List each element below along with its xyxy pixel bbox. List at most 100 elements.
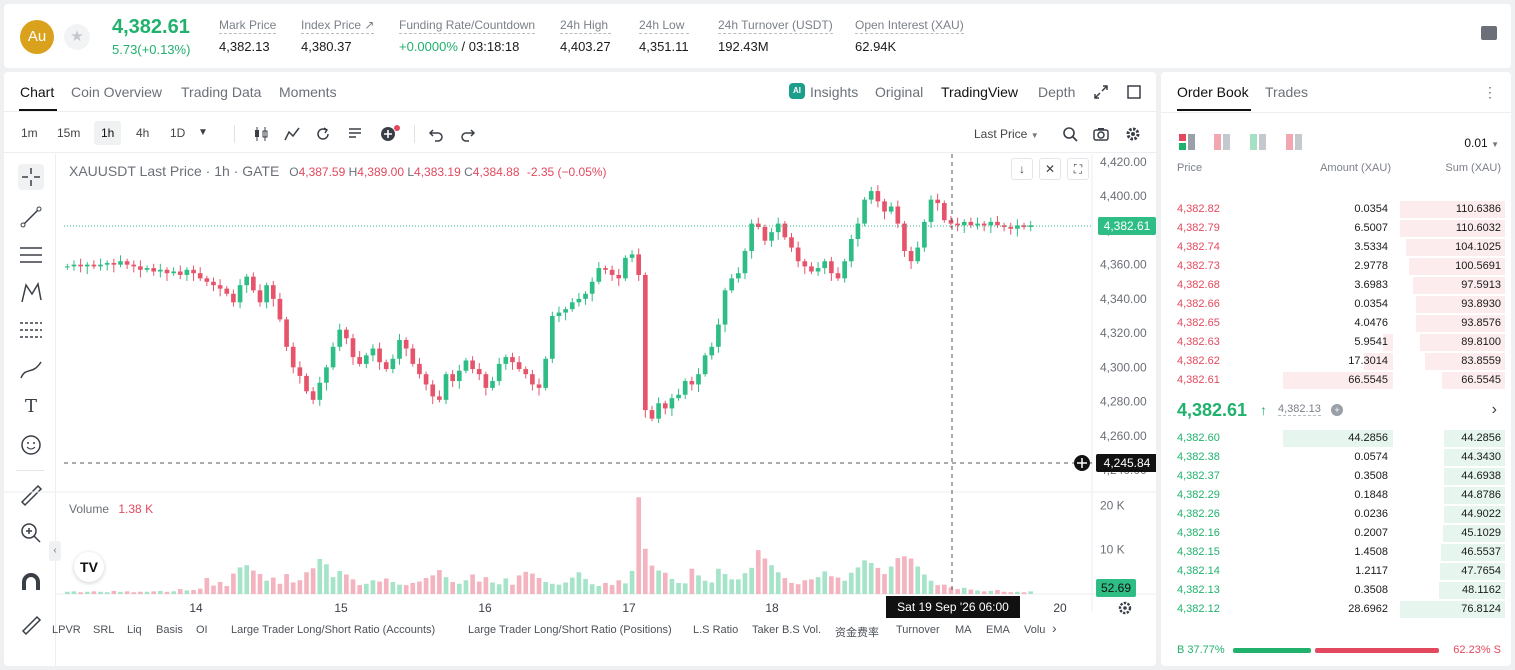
guide-book-icon[interactable]: [1481, 26, 1497, 40]
ask-row[interactable]: 4,382.63 5.9541 89.8100: [1161, 333, 1511, 352]
undo-icon[interactable]: [428, 126, 444, 142]
tab-moments[interactable]: Moments: [279, 84, 337, 100]
ask-row[interactable]: 4,382.74 3.5334 104.1025: [1161, 238, 1511, 257]
bid-row[interactable]: 4,382.14 1.2117 47.7654: [1161, 562, 1511, 581]
tab-order-book[interactable]: Order Book: [1177, 84, 1249, 100]
bid-row[interactable]: 4,382.13 0.3508 48.1162: [1161, 581, 1511, 600]
ask-row[interactable]: 4,382.66 0.0354 93.8930: [1161, 295, 1511, 314]
templates-icon[interactable]: [347, 126, 363, 142]
tab-trading-data[interactable]: Trading Data: [181, 84, 262, 100]
more-options-icon[interactable]: ⋮: [1483, 84, 1497, 100]
indicator-tab[interactable]: L.S Ratio: [693, 624, 739, 636]
indicator-tab[interactable]: 资金费率: [835, 627, 879, 639]
window-icon[interactable]: [1127, 85, 1141, 99]
view-split-icon[interactable]: [1286, 134, 1302, 150]
expand-icon[interactable]: [1094, 85, 1108, 99]
ruler-tool-icon[interactable]: [18, 482, 44, 508]
fullscreen-icon[interactable]: ⛶: [1067, 158, 1089, 180]
text-tool-icon[interactable]: T: [24, 396, 37, 417]
chevron-right-icon[interactable]: ›: [1491, 401, 1497, 418]
price-type-select[interactable]: Last Price ▼: [974, 127, 1039, 141]
indicator-tab[interactable]: SRL: [93, 624, 115, 636]
scroll-down-icon[interactable]: ↓: [1011, 158, 1033, 180]
bid-row[interactable]: 4,382.15 1.4508 46.5537: [1161, 543, 1511, 562]
timeframe-dropdown-icon[interactable]: ▼: [198, 127, 208, 138]
brush-tool-icon[interactable]: [18, 356, 44, 382]
bid-row[interactable]: 4,382.60 44.2856 44.2856: [1161, 429, 1511, 448]
timeframe-15m[interactable]: 15m: [57, 126, 81, 140]
view-asks-icon[interactable]: [1214, 134, 1230, 150]
view-bids-icon[interactable]: [1250, 134, 1266, 150]
trend-line-tool-icon[interactable]: [18, 204, 44, 230]
collapse-toolbar-icon[interactable]: ‹: [49, 541, 61, 561]
crosshair-tool-icon[interactable]: [18, 164, 44, 190]
indicator-tab[interactable]: Volu: [1024, 624, 1046, 636]
ask-row[interactable]: 4,382.62 17.3014 83.8559: [1161, 352, 1511, 371]
pattern-tool-icon[interactable]: [18, 280, 44, 306]
tab-insights[interactable]: Insights: [810, 84, 859, 100]
chevron-right-icon[interactable]: ›: [1052, 620, 1057, 636]
indicator-tab[interactable]: Turnover: [896, 624, 940, 636]
view-both-icon[interactable]: [1179, 134, 1195, 150]
candle-type-icon[interactable]: [253, 126, 269, 142]
timeframe-1h[interactable]: 1h: [94, 121, 122, 145]
indicator-tab[interactable]: Large Trader Long/Short Ratio (Accounts): [231, 624, 436, 636]
bid-row[interactable]: 4,382.16 0.2007 45.1029: [1161, 524, 1511, 543]
bid-row[interactable]: 4,382.38 0.0574 44.3430: [1161, 448, 1511, 467]
tab-depth[interactable]: Depth: [1038, 84, 1076, 100]
close-icon[interactable]: ✕: [1039, 158, 1061, 180]
tab-trades[interactable]: Trades: [1265, 84, 1309, 100]
volume-bar: [530, 573, 535, 594]
tab-chart[interactable]: Chart: [20, 84, 55, 100]
magnet-tool-icon[interactable]: [18, 570, 44, 596]
price-chart[interactable]: 4,420.004,400.004,380.004,360.004,340.00…: [4, 72, 1156, 666]
index-price-stat[interactable]: Index Price ↗ 4,380.37: [301, 18, 375, 54]
precision-select[interactable]: 0.01 ▼: [1464, 136, 1499, 150]
bid-row[interactable]: 4,382.37 0.3508 44.6938: [1161, 467, 1511, 486]
settings-gear-icon[interactable]: [1125, 126, 1141, 142]
chart-settings-icon[interactable]: [1117, 600, 1133, 616]
bid-row[interactable]: 4,382.26 0.0236 44.9022: [1161, 505, 1511, 524]
ask-row[interactable]: 4,382.68 3.6983 97.5913: [1161, 276, 1511, 295]
candle-body: [383, 362, 389, 370]
emoji-tool-icon[interactable]: [18, 432, 44, 458]
indicator-tab[interactable]: Basis: [156, 624, 183, 636]
indicator-tab[interactable]: Liq: [127, 624, 142, 636]
bid-row[interactable]: 4,382.12 28.6962 76.8124: [1161, 600, 1511, 619]
ask-row[interactable]: 4,382.65 4.0476 93.8576: [1161, 314, 1511, 333]
favorite-star-icon[interactable]: ★: [64, 24, 90, 50]
horizontal-lines-tool-icon[interactable]: [18, 242, 44, 268]
camera-icon[interactable]: [1093, 126, 1109, 142]
timeframe-1m[interactable]: 1m: [21, 126, 38, 140]
bid-row[interactable]: 4,382.29 0.1848 44.8786: [1161, 486, 1511, 505]
funding-rate-stat[interactable]: Funding Rate/Countdown +0.0000% / 03:18:…: [399, 18, 536, 54]
mark-price[interactable]: 4,382.13: [1278, 403, 1321, 416]
tab-original[interactable]: Original: [875, 84, 924, 100]
indicator-tab[interactable]: Taker B.S Vol.: [752, 624, 822, 636]
refresh-icon[interactable]: [315, 126, 331, 142]
ask-row[interactable]: 4,382.82 0.0354 110.6386: [1161, 200, 1511, 219]
indicators-icon[interactable]: [284, 126, 300, 142]
indicator-tab[interactable]: LPVR: [52, 624, 81, 636]
ask-row[interactable]: 4,382.61 66.5545 66.5545: [1161, 371, 1511, 390]
candle-body: [981, 223, 987, 226]
volume-bar: [317, 558, 323, 594]
fib-tool-icon[interactable]: [18, 318, 44, 344]
zoom-tool-icon[interactable]: [18, 520, 44, 546]
draw-pen-tool-icon[interactable]: [18, 610, 44, 636]
mark-price-stat[interactable]: Mark Price 4,382.13: [219, 18, 277, 54]
indicator-tab[interactable]: Large Trader Long/Short Ratio (Positions…: [468, 624, 672, 636]
tab-tradingview[interactable]: TradingView: [941, 84, 1019, 100]
timeframe-4h[interactable]: 4h: [136, 126, 150, 140]
indicator-tab[interactable]: OI: [196, 624, 208, 636]
indicator-tab[interactable]: MA: [955, 624, 972, 636]
tab-coin-overview[interactable]: Coin Overview: [71, 84, 163, 100]
ask-row[interactable]: 4,382.73 2.9778 100.5691: [1161, 257, 1511, 276]
ask-row[interactable]: 4,382.79 6.5007 110.6032: [1161, 219, 1511, 238]
timeframe-1d[interactable]: 1D: [170, 126, 186, 140]
add-alert-icon[interactable]: [379, 124, 401, 144]
search-icon[interactable]: [1062, 126, 1078, 142]
order-amount: 2.9778: [1354, 260, 1388, 272]
redo-icon[interactable]: [460, 126, 476, 142]
indicator-tab[interactable]: EMA: [986, 624, 1010, 636]
